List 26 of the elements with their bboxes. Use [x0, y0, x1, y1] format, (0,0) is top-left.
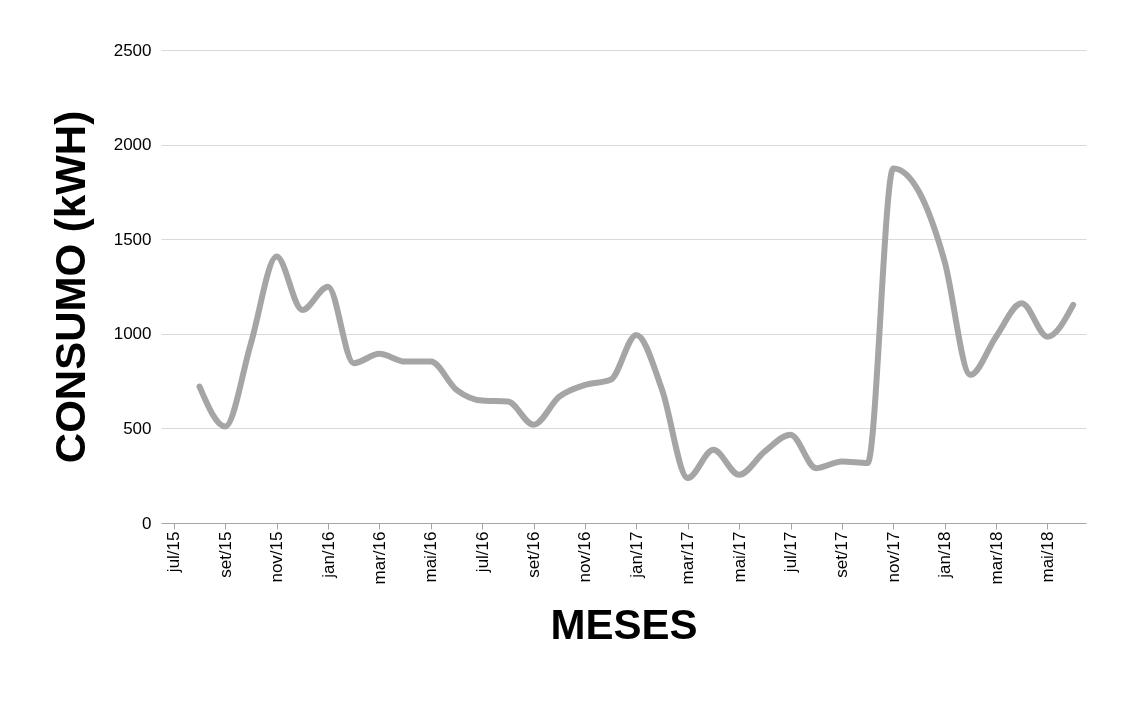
x-tick-label: jul/17 — [781, 531, 801, 574]
x-tick-label: mar/16 — [369, 531, 389, 585]
x-tick-label: set/15 — [215, 531, 235, 578]
x-tick-label: mai/18 — [1037, 531, 1057, 583]
x-tick-label: jan/18 — [935, 531, 955, 579]
x-tick-label: jul/16 — [472, 531, 492, 574]
x-tick-label: nov/15 — [267, 531, 287, 583]
x-tick-label: mai/16 — [421, 531, 441, 583]
x-tick-label: set/16 — [524, 531, 544, 578]
x-tick-label: nov/17 — [883, 531, 903, 583]
x-tick-label: jul/15 — [164, 531, 184, 574]
x-tick-label: nov/16 — [575, 531, 595, 583]
x-tick-label: mai/17 — [729, 531, 749, 583]
x-tick-label: mar/18 — [986, 531, 1006, 585]
y-tick-label: 1000 — [113, 324, 152, 344]
y-axis-title: CONSUMO (kWH) — [46, 110, 94, 464]
x-tick-label: mar/17 — [678, 531, 698, 585]
x-tick-label: set/17 — [832, 531, 852, 578]
x-tick-label: jan/16 — [318, 531, 338, 579]
y-tick-label: 2500 — [113, 40, 152, 60]
y-tick-label: 2000 — [113, 135, 152, 155]
y-tick-label: 1500 — [113, 229, 152, 249]
y-tick-label: 500 — [123, 418, 152, 438]
x-tick-label: jan/17 — [626, 531, 646, 579]
y-tick-label: 0 — [142, 513, 152, 533]
x-axis-title: MESES — [550, 601, 698, 649]
